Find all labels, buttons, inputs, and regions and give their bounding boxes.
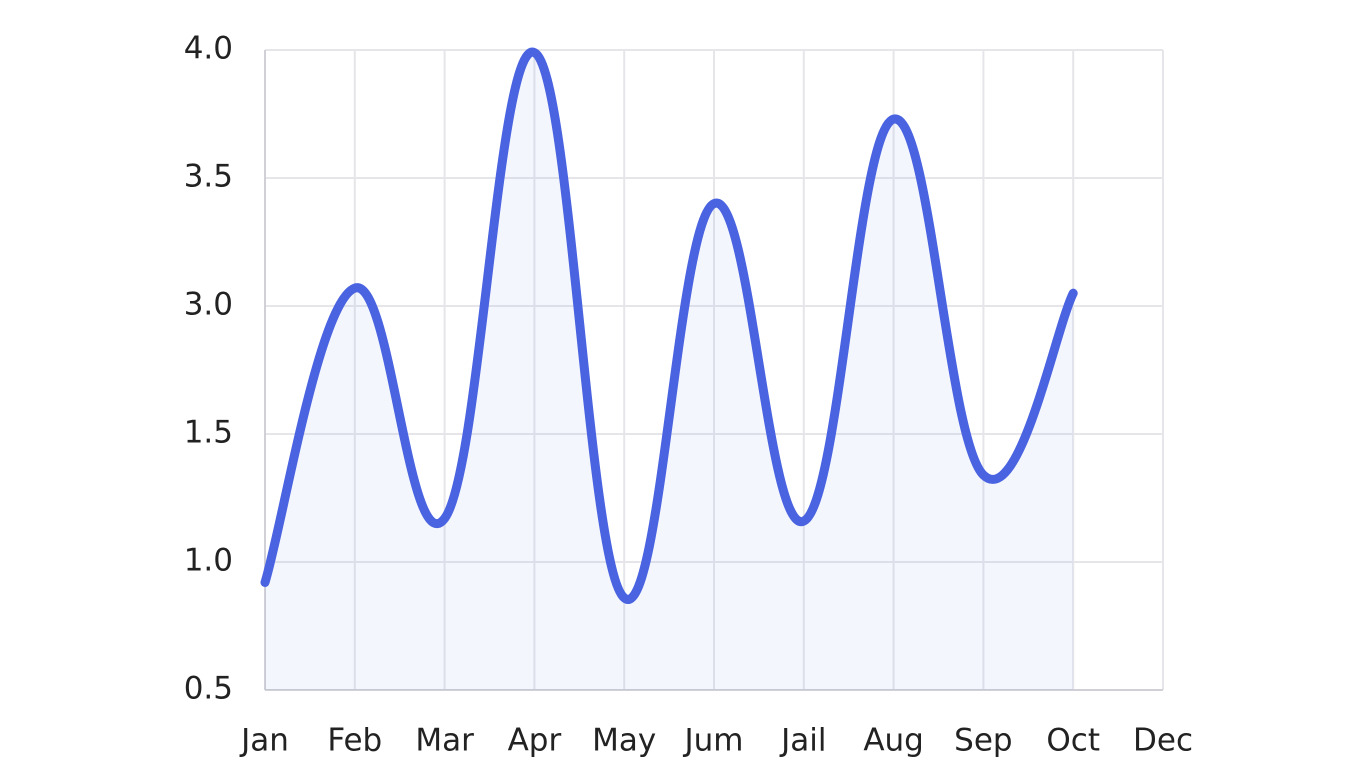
x-tick-label: Jan xyxy=(239,723,289,759)
x-tick-label: May xyxy=(592,723,656,759)
x-tick-label: Jum xyxy=(683,723,744,759)
x-tick-label: Jail xyxy=(779,723,826,759)
x-tick-label: Apr xyxy=(508,723,562,759)
x-tick-label: Mar xyxy=(415,723,474,759)
y-tick-label: 3.0 xyxy=(184,287,233,323)
x-tick-label: Dec xyxy=(1133,723,1193,759)
x-tick-label: Sep xyxy=(954,723,1012,759)
y-tick-label: 0.5 xyxy=(184,671,233,707)
line xyxy=(260,48,1078,604)
x-tick-label: Oct xyxy=(1046,723,1100,759)
x-tick-label: Aug xyxy=(863,723,924,759)
y-tick-label: 3.5 xyxy=(184,159,233,195)
y-tick-label: 4.0 xyxy=(184,31,233,67)
y-tick-label: 1.0 xyxy=(184,543,233,579)
x-tick-label: Feb xyxy=(327,723,382,759)
area xyxy=(265,52,1074,690)
y-tick-label: 1.5 xyxy=(184,415,233,451)
